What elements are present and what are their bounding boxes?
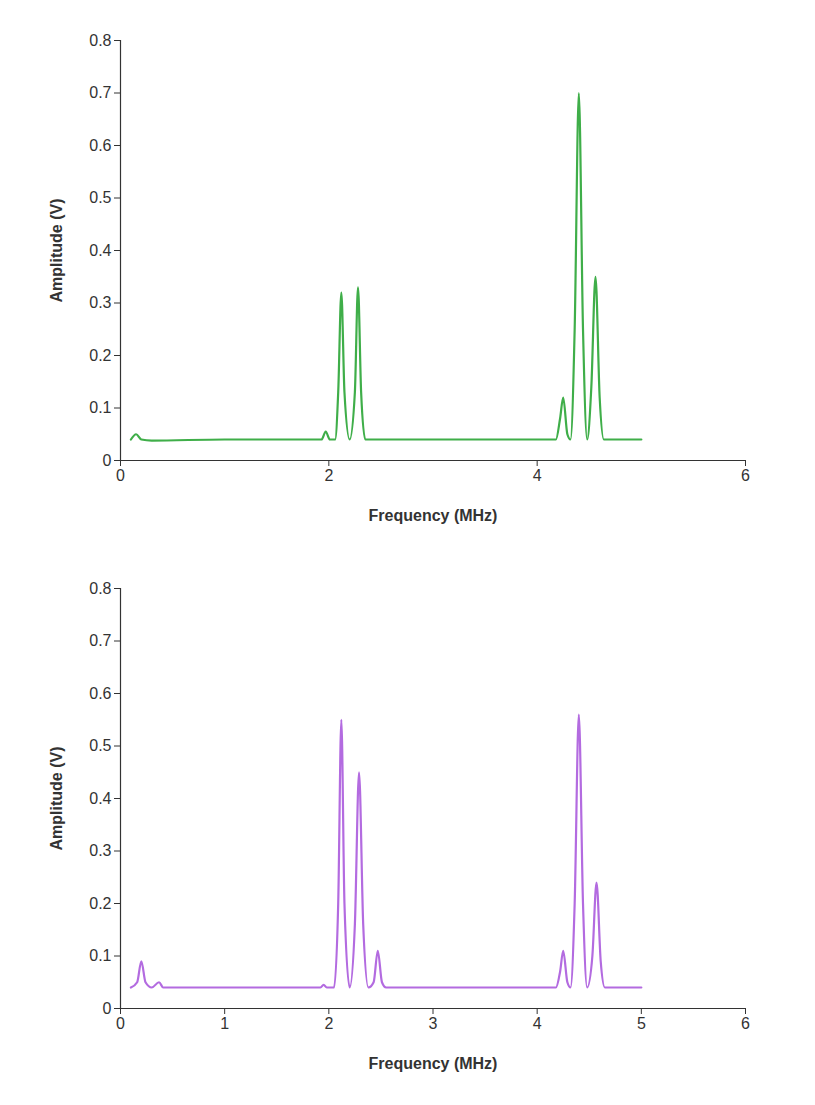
svg-text:4: 4 (533, 1015, 542, 1032)
svg-text:0: 0 (103, 1000, 112, 1017)
svg-text:0.5: 0.5 (89, 189, 111, 206)
svg-text:0.4: 0.4 (89, 242, 111, 259)
svg-text:Amplitude (V): Amplitude (V) (48, 747, 65, 851)
svg-text:0: 0 (103, 452, 112, 469)
svg-text:1: 1 (220, 1015, 229, 1032)
svg-text:0.7: 0.7 (89, 84, 111, 101)
svg-text:0.6: 0.6 (89, 685, 111, 702)
svg-text:Frequency (MHz): Frequency (MHz) (369, 507, 498, 524)
svg-text:2: 2 (324, 1015, 333, 1032)
svg-text:4: 4 (533, 467, 542, 484)
svg-text:Frequency (MHz): Frequency (MHz) (369, 1055, 498, 1072)
svg-text:0: 0 (116, 1015, 125, 1032)
svg-text:0.8: 0.8 (89, 32, 111, 49)
svg-text:3: 3 (429, 1015, 438, 1032)
svg-text:0.6: 0.6 (89, 137, 111, 154)
svg-text:Amplitude (V): Amplitude (V) (48, 199, 65, 303)
svg-text:0: 0 (116, 467, 125, 484)
svg-text:6: 6 (741, 1015, 750, 1032)
svg-text:2: 2 (324, 467, 333, 484)
svg-text:0.2: 0.2 (89, 347, 111, 364)
svg-text:0.1: 0.1 (89, 947, 111, 964)
svg-text:0.8: 0.8 (89, 580, 111, 597)
svg-text:0.7: 0.7 (89, 632, 111, 649)
svg-text:0.2: 0.2 (89, 895, 111, 912)
svg-text:0.5: 0.5 (89, 737, 111, 754)
svg-text:0.3: 0.3 (89, 294, 111, 311)
svg-text:5: 5 (637, 1015, 646, 1032)
svg-text:0.3: 0.3 (89, 842, 111, 859)
svg-text:6: 6 (741, 467, 750, 484)
svg-text:0.4: 0.4 (89, 790, 111, 807)
svg-text:0.1: 0.1 (89, 399, 111, 416)
